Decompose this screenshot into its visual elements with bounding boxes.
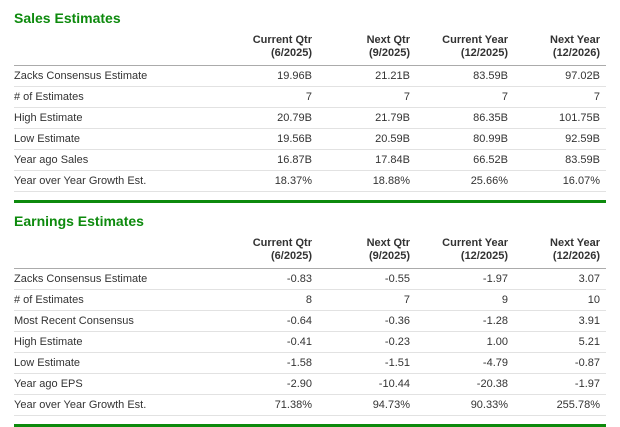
cell-value: 101.75B: [508, 107, 606, 129]
table-row: High Estimate 20.79B 21.79B 86.35B 101.7…: [14, 107, 606, 129]
cell-value: 20.59B: [312, 128, 410, 150]
cell-value: 71.38%: [214, 394, 312, 416]
cell-value: 19.96B: [214, 65, 312, 87]
cell-value: 94.73%: [312, 394, 410, 416]
sales-estimates-section: Sales Estimates Current Qtr (6/2025) Nex…: [14, 0, 606, 203]
column-header-current-year: Current Year (12/2025): [410, 34, 508, 66]
table-row: # of Estimates 8 7 9 10: [14, 289, 606, 311]
table-row: Low Estimate -1.58 -1.51 -4.79 -0.87: [14, 352, 606, 374]
cell-value: 25.66%: [410, 170, 508, 192]
row-label: # of Estimates: [14, 86, 214, 108]
cell-value: 3.91: [508, 310, 606, 332]
cell-value: 86.35B: [410, 107, 508, 129]
row-label: Most Recent Consensus: [14, 310, 214, 332]
cell-value: 80.99B: [410, 128, 508, 150]
green-section-divider: [14, 200, 606, 203]
cell-value: 21.21B: [312, 65, 410, 87]
cell-value: 7: [410, 86, 508, 108]
sales-estimates-table: Current Qtr (6/2025) Next Qtr (9/2025) C…: [14, 34, 606, 192]
cell-value: 19.56B: [214, 128, 312, 150]
cell-value: 7: [214, 86, 312, 108]
cell-value: -1.97: [508, 373, 606, 395]
column-header-next-year: Next Year (12/2026): [508, 34, 606, 66]
table-row: Year over Year Growth Est. 71.38% 94.73%…: [14, 394, 606, 416]
cell-value: 9: [410, 289, 508, 311]
row-label: High Estimate: [14, 331, 214, 353]
cell-value: -0.36: [312, 310, 410, 332]
row-label: Year ago Sales: [14, 149, 214, 171]
row-label: High Estimate: [14, 107, 214, 129]
cell-value: -0.41: [214, 331, 312, 353]
cell-value: -1.51: [312, 352, 410, 374]
column-header-current-qtr: Current Qtr (6/2025): [214, 34, 312, 66]
column-header-next-qtr: Next Qtr (9/2025): [312, 237, 410, 269]
row-label: Zacks Consensus Estimate: [14, 268, 214, 290]
cell-value: 16.07%: [508, 170, 606, 192]
cell-value: -20.38: [410, 373, 508, 395]
column-header-current-year: Current Year (12/2025): [410, 237, 508, 269]
row-label: Year ago EPS: [14, 373, 214, 395]
cell-value: -1.28: [410, 310, 508, 332]
cell-value: -2.90: [214, 373, 312, 395]
table-row: High Estimate -0.41 -0.23 1.00 5.21: [14, 331, 606, 353]
table-row: Zacks Consensus Estimate 19.96B 21.21B 8…: [14, 65, 606, 87]
cell-value: -0.55: [312, 268, 410, 290]
cell-value: 66.52B: [410, 149, 508, 171]
cell-value: -0.64: [214, 310, 312, 332]
cell-value: 17.84B: [312, 149, 410, 171]
cell-value: 7: [508, 86, 606, 108]
cell-value: 3.07: [508, 268, 606, 290]
table-row: # of Estimates 7 7 7 7: [14, 86, 606, 108]
cell-value: 90.33%: [410, 394, 508, 416]
earnings-estimates-table: Current Qtr (6/2025) Next Qtr (9/2025) C…: [14, 237, 606, 416]
earnings-estimates-section: Earnings Estimates Current Qtr (6/2025) …: [14, 203, 606, 427]
cell-value: 20.79B: [214, 107, 312, 129]
row-label-header: [14, 237, 214, 269]
cell-value: 83.59B: [410, 65, 508, 87]
cell-value: 8: [214, 289, 312, 311]
row-label: Zacks Consensus Estimate: [14, 65, 214, 87]
table-header-row: Current Qtr (6/2025) Next Qtr (9/2025) C…: [14, 34, 606, 66]
table-row: Zacks Consensus Estimate -0.83 -0.55 -1.…: [14, 268, 606, 290]
cell-value: 1.00: [410, 331, 508, 353]
cell-value: 255.78%: [508, 394, 606, 416]
table-header-row: Current Qtr (6/2025) Next Qtr (9/2025) C…: [14, 237, 606, 269]
row-label: Year over Year Growth Est.: [14, 394, 214, 416]
cell-value: -0.23: [312, 331, 410, 353]
row-label: Low Estimate: [14, 128, 214, 150]
row-label-header: [14, 34, 214, 66]
table-row: Low Estimate 19.56B 20.59B 80.99B 92.59B: [14, 128, 606, 150]
earnings-section-title: Earnings Estimates: [14, 213, 144, 229]
row-label: Year over Year Growth Est.: [14, 170, 214, 192]
row-label: # of Estimates: [14, 289, 214, 311]
cell-value: 7: [312, 289, 410, 311]
cell-value: 83.59B: [508, 149, 606, 171]
cell-value: 97.02B: [508, 65, 606, 87]
cell-value: 7: [312, 86, 410, 108]
row-label: Low Estimate: [14, 352, 214, 374]
sales-section-title: Sales Estimates: [14, 10, 121, 26]
cell-value: -1.97: [410, 268, 508, 290]
cell-value: 21.79B: [312, 107, 410, 129]
cell-value: -10.44: [312, 373, 410, 395]
cell-value: 18.88%: [312, 170, 410, 192]
table-row: Year ago EPS -2.90 -10.44 -20.38 -1.97: [14, 373, 606, 395]
cell-value: 16.87B: [214, 149, 312, 171]
table-row: Year ago Sales 16.87B 17.84B 66.52B 83.5…: [14, 149, 606, 171]
cell-value: 92.59B: [508, 128, 606, 150]
cell-value: -0.87: [508, 352, 606, 374]
table-row: Year over Year Growth Est. 18.37% 18.88%…: [14, 170, 606, 192]
cell-value: 5.21: [508, 331, 606, 353]
cell-value: -1.58: [214, 352, 312, 374]
cell-value: -4.79: [410, 352, 508, 374]
column-header-current-qtr: Current Qtr (6/2025): [214, 237, 312, 269]
cell-value: 18.37%: [214, 170, 312, 192]
cell-value: 10: [508, 289, 606, 311]
column-header-next-year: Next Year (12/2026): [508, 237, 606, 269]
cell-value: -0.83: [214, 268, 312, 290]
column-header-next-qtr: Next Qtr (9/2025): [312, 34, 410, 66]
table-row: Most Recent Consensus -0.64 -0.36 -1.28 …: [14, 310, 606, 332]
